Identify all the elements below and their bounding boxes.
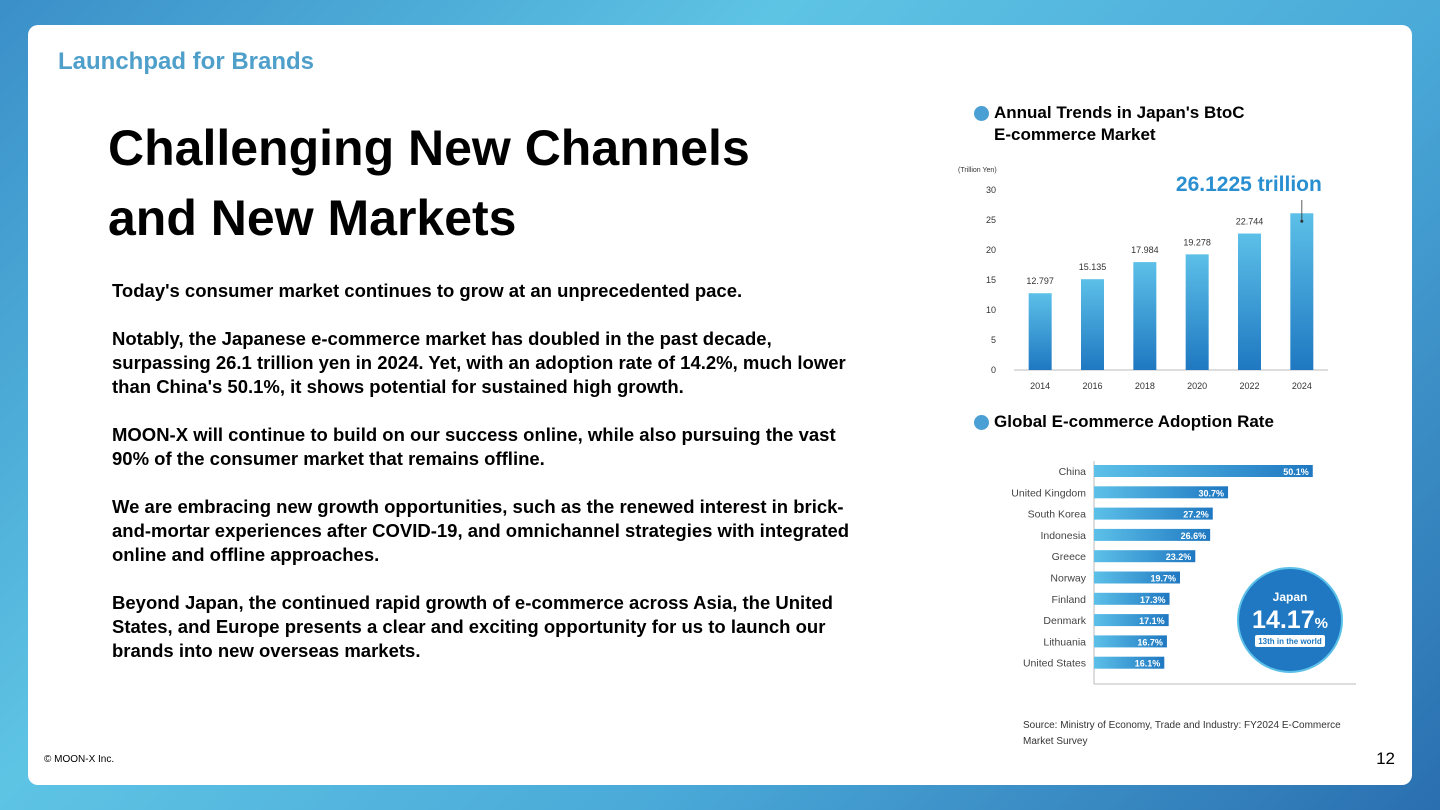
category-label-indonesia: Indonesia [1040, 530, 1086, 542]
paragraph-japan-market: Notably, the Japanese e-commerce market … [112, 328, 846, 397]
value-label-2016: 15.135 [1079, 262, 1107, 272]
paragraph-omnichannel: We are embracing new growth opportunitie… [112, 496, 850, 565]
bar-2020 [1185, 254, 1209, 370]
bar-lithuania [1094, 635, 1167, 648]
bar-united-states [1094, 656, 1165, 669]
bar-united-kingdom [1094, 486, 1229, 499]
value-label-china: 50.1% [1283, 467, 1309, 477]
japan-callout-rank: 13th in the world [1258, 637, 1322, 646]
category-label-finland: Finland [1052, 594, 1087, 606]
category-label-south-korea: South Korea [1028, 509, 1087, 521]
japan-callout-unit: % [1315, 615, 1328, 632]
chart-2-heading: Global E-commerce Adoption Rate [974, 411, 1274, 433]
value-label-greece: 23.2% [1166, 552, 1192, 562]
y-tick-label: 10 [986, 305, 996, 315]
x-tick-label-2020: 2020 [1187, 381, 1207, 391]
paragraph-intro: Today's consumer market continues to gro… [112, 280, 743, 301]
title-line-1: Challenging New Channels [108, 120, 750, 176]
value-label-norway: 19.7% [1150, 574, 1176, 584]
y-tick-label: 5 [991, 335, 996, 345]
y-tick-label: 25 [986, 215, 996, 225]
bar-2014 [1028, 293, 1052, 370]
highlight-label: 26.1225 trillion [1176, 173, 1322, 196]
value-label-united-states: 16.1% [1135, 659, 1161, 669]
source-note: Source: Ministry of Economy, Trade and I… [1023, 720, 1341, 747]
category-label-china: China [1059, 466, 1087, 478]
value-label-indonesia: 26.6% [1181, 531, 1207, 541]
x-tick-label-2024: 2024 [1292, 381, 1312, 391]
value-label-2014: 12.797 [1026, 276, 1054, 286]
x-tick-label-2018: 2018 [1135, 381, 1155, 391]
y-tick-label: 30 [986, 185, 996, 195]
value-label-2020: 19.278 [1183, 237, 1211, 247]
japan-callout-number: 14.17 [1252, 606, 1315, 634]
body-text: Today's consumer market continues to gro… [112, 279, 872, 687]
bar-2024 [1290, 213, 1314, 370]
category-label-greece: Greece [1052, 551, 1087, 563]
y-axis-label: (Trillion Yen) [958, 167, 997, 174]
y-tick-label: 20 [986, 245, 996, 255]
category-label-united-states: United States [1023, 658, 1086, 670]
bar-indonesia [1094, 528, 1211, 541]
value-label-south-korea: 27.2% [1183, 510, 1209, 520]
category-label-lithuania: Lithuania [1043, 636, 1086, 648]
japan-callout-rank-badge [1255, 635, 1325, 647]
bar-china [1094, 465, 1313, 477]
chart-1-title-line-1: Annual Trends in Japan's BtoC [994, 103, 1245, 122]
page-title: Challenging New Channels and New Markets [108, 113, 750, 253]
bullet-dot [974, 106, 989, 121]
japan-callout-country: Japan [1273, 590, 1308, 604]
btoc-market-chart: (Trillion Yen) 0 5 10 15 20 25 30 12.797 2014 15.1… [958, 167, 1328, 391]
bar-2018 [1133, 262, 1157, 370]
value-label-united-kingdom: 30.7% [1199, 488, 1225, 498]
brand-label: Launchpad for Brands [58, 48, 315, 75]
chart-2-title: Global E-commerce Adoption Rate [994, 412, 1274, 431]
paragraph-offline: MOON-X will continue to build on our suc… [112, 424, 836, 469]
title-line-2: and New Markets [108, 190, 517, 246]
value-label-denmark: 17.1% [1139, 616, 1165, 626]
bullet-dot [974, 415, 989, 430]
adoption-rate-chart: China 50.1% United Kingdom 30.7% South Korea… [1011, 461, 1356, 685]
y-tick-label: 15 [986, 275, 996, 285]
category-label-united-kingdom: United Kingdom [1011, 487, 1086, 499]
page-number: 12 [1376, 749, 1395, 768]
value-label-finland: 17.3% [1140, 595, 1166, 605]
japan-callout-value: 14.17% [1252, 606, 1328, 634]
chart-1-title-line-2: E-commerce Market [994, 125, 1156, 144]
bar-south-korea [1094, 507, 1213, 520]
slide-card: Launchpad for Brands Challenging New Cha… [28, 25, 1412, 785]
bar-norway [1094, 571, 1181, 584]
x-tick-label-2022: 2022 [1239, 381, 1259, 391]
value-label-2018: 17.984 [1131, 245, 1159, 255]
bar-greece [1094, 550, 1196, 563]
copyright: © MOON-X Inc. [44, 754, 115, 765]
value-label-lithuania: 16.7% [1137, 637, 1163, 647]
x-tick-label-2014: 2014 [1030, 381, 1050, 391]
category-label-norway: Norway [1050, 573, 1086, 585]
value-label-2022: 22.744 [1236, 217, 1264, 227]
chart-1-heading: Annual Trends in Japan's BtoC E-commerce… [974, 102, 1245, 146]
bar-2022 [1238, 233, 1261, 370]
category-label-denmark: Denmark [1043, 615, 1086, 627]
bar-finland [1094, 592, 1170, 605]
highlight-pointer-dot [1300, 219, 1304, 223]
x-tick-label-2016: 2016 [1082, 381, 1102, 391]
bar-2016 [1081, 279, 1104, 370]
paragraph-overseas: Beyond Japan, the continued rapid growth… [112, 592, 833, 661]
y-tick-label: 0 [991, 365, 996, 375]
bar-denmark [1094, 614, 1169, 627]
